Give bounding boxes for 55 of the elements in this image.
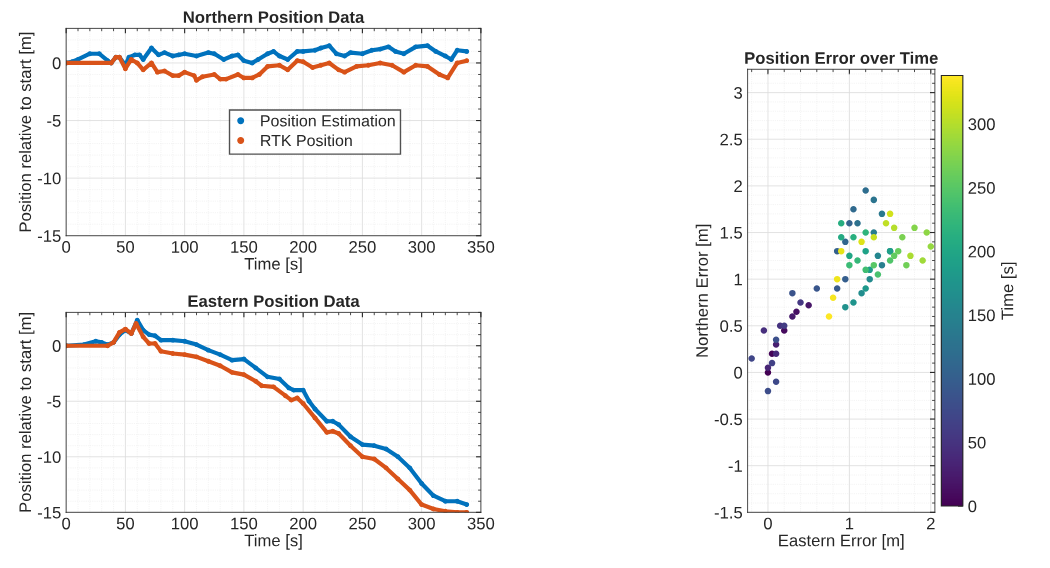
y-axis-title: Northern Error [m] xyxy=(695,224,712,357)
x-tick-label: 0 xyxy=(62,241,71,253)
x-tick-label: 0 xyxy=(763,517,772,530)
color-bar-label: 100 xyxy=(968,373,995,385)
y-axis-title: Position relative to start [m] xyxy=(18,313,35,512)
y-tick-label: 0 xyxy=(52,57,61,70)
color-bar-label: 250 xyxy=(968,182,995,194)
x-axis-title: Eastern Error [m] xyxy=(779,534,904,550)
x-tick-label: 350 xyxy=(467,241,495,253)
x-tick-label: 250 xyxy=(349,241,376,253)
legend-label: Position Estimation xyxy=(261,114,395,127)
color-bar-title: Time [s] xyxy=(1001,262,1017,320)
x-tick-label: 0 xyxy=(62,517,71,530)
x-tick-label: 350 xyxy=(467,517,495,530)
x-axis-title: Time [s] xyxy=(244,257,302,274)
y-tick-label: 0.5 xyxy=(720,320,743,332)
y-tick-label: -10 xyxy=(37,451,61,463)
x-tick-label: 100 xyxy=(172,517,198,530)
y-tick-label: 1.5 xyxy=(720,227,743,239)
x-tick-label: 300 xyxy=(408,241,435,253)
x-tick-label: 200 xyxy=(290,241,317,253)
y-tick-label: 2.5 xyxy=(720,133,743,146)
y-tick-label: -15 xyxy=(37,230,61,242)
x-tick-label: 250 xyxy=(349,517,376,530)
y-tick-label: -0.5 xyxy=(714,413,743,426)
x-tick-label: 50 xyxy=(116,517,135,530)
x-tick-label: 1 xyxy=(846,517,854,530)
x-tick-label: 150 xyxy=(231,241,258,253)
x-tick-label: 100 xyxy=(172,241,198,253)
chart-title: Eastern Position Data xyxy=(188,294,360,308)
x-tick-label: 50 xyxy=(116,241,135,253)
x-axis-title: Time [s] xyxy=(244,534,302,550)
color-bar-label: 150 xyxy=(968,309,995,322)
x-tick-label: 150 xyxy=(231,517,258,530)
x-tick-label: 300 xyxy=(408,517,435,530)
y-tick-label: 0 xyxy=(52,340,61,352)
y-tick-label: 0 xyxy=(734,366,743,379)
chart-title: Northern Position Data xyxy=(183,10,365,24)
legend-label: RTK Position xyxy=(261,134,352,147)
y-tick-label: 3 xyxy=(734,87,743,99)
y-axis-title: Position relative to start [m] xyxy=(18,32,35,232)
y-tick-label: -15 xyxy=(37,506,61,519)
y-tick-label: 2 xyxy=(734,180,742,192)
y-tick-label: 1 xyxy=(734,273,742,286)
chart-title: Position Error over Time xyxy=(745,51,938,64)
color-bar-label: 50 xyxy=(968,436,986,449)
y-tick-label: -10 xyxy=(37,172,61,185)
color-bar-label: 0 xyxy=(968,500,977,513)
x-tick-label: 200 xyxy=(290,517,317,530)
x-tick-label: 2 xyxy=(927,517,935,530)
color-bar-label: 300 xyxy=(968,118,995,131)
y-tick-label: -1 xyxy=(728,460,742,472)
y-tick-label: -5 xyxy=(47,395,61,408)
y-tick-label: -5 xyxy=(47,115,61,127)
y-tick-label: -1.5 xyxy=(714,506,743,519)
